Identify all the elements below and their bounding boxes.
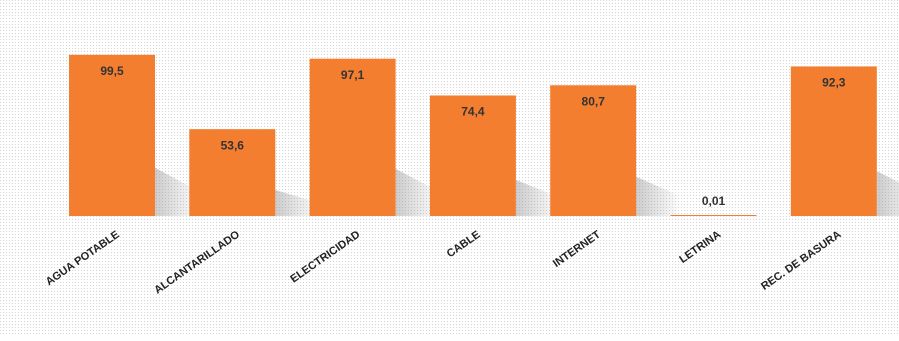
bar: [69, 55, 155, 216]
value-label: 99,5: [100, 64, 124, 78]
bar: [310, 59, 396, 216]
bar: [671, 215, 757, 216]
value-label: 92,3: [822, 76, 846, 90]
value-label: 0,01: [702, 194, 726, 208]
value-label: 97,1: [341, 68, 365, 82]
value-label: 53,6: [221, 138, 245, 152]
value-label: 80,7: [582, 94, 606, 108]
value-label: 74,4: [461, 105, 485, 119]
